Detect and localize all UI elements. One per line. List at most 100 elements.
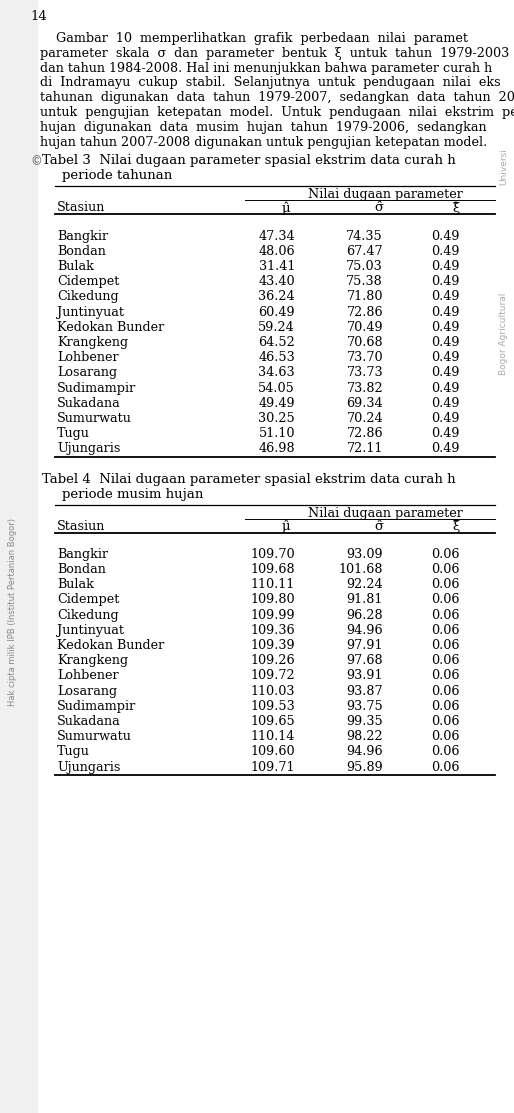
Text: 31.41: 31.41: [259, 260, 295, 273]
Text: 47.34: 47.34: [259, 229, 295, 243]
Text: Tabel 3  Nilai dugaan parameter spasial ekstrim data curah h: Tabel 3 Nilai dugaan parameter spasial e…: [42, 155, 456, 167]
Text: Cidempet: Cidempet: [57, 275, 119, 288]
Text: 0.49: 0.49: [431, 245, 460, 258]
Text: 0.06: 0.06: [431, 669, 460, 682]
Text: 0.06: 0.06: [431, 654, 460, 667]
Text: 109.60: 109.60: [250, 746, 295, 758]
Text: Bulak: Bulak: [57, 260, 94, 273]
Text: Sudimampir: Sudimampir: [57, 700, 136, 712]
Text: Krangkeng: Krangkeng: [57, 654, 128, 667]
Text: 109.72: 109.72: [250, 669, 295, 682]
Text: ξ̂: ξ̂: [453, 520, 460, 533]
Text: 97.91: 97.91: [346, 639, 383, 652]
Text: 110.11: 110.11: [251, 578, 295, 591]
Text: 0.49: 0.49: [431, 352, 460, 364]
Text: 72.86: 72.86: [346, 427, 383, 441]
Text: Sumurwatu: Sumurwatu: [57, 412, 132, 425]
Text: Juntinyuat: Juntinyuat: [57, 306, 124, 318]
Text: Gambar  10  memperlihatkan  grafik  perbedaan  nilai  paramet: Gambar 10 memperlihatkan grafik perbedaa…: [40, 32, 468, 45]
Text: periode tahunan: periode tahunan: [62, 169, 172, 183]
Text: 109.36: 109.36: [250, 623, 295, 637]
Text: Lohbener: Lohbener: [57, 352, 119, 364]
Text: Sudimampir: Sudimampir: [57, 382, 136, 395]
Text: parameter  skala  σ  dan  parameter  bentuk  ξ  untuk  tahun  1979-2003: parameter skala σ dan parameter bentuk ξ…: [40, 47, 509, 60]
Text: dan tahun 1984-2008. Hal ini menunjukkan bahwa parameter curah h: dan tahun 1984-2008. Hal ini menunjukkan…: [40, 61, 492, 75]
Text: 73.70: 73.70: [346, 352, 383, 364]
Text: 109.68: 109.68: [250, 563, 295, 577]
Text: 0.06: 0.06: [431, 746, 460, 758]
Text: μ̂: μ̂: [281, 520, 290, 533]
Text: 59.24: 59.24: [258, 321, 295, 334]
Text: Hak cipta milik IPB (Institut Pertanian Bogor): Hak cipta milik IPB (Institut Pertanian …: [9, 519, 17, 706]
Text: Nilai dugaan parameter: Nilai dugaan parameter: [307, 188, 463, 201]
Text: 0.49: 0.49: [431, 306, 460, 318]
Text: 93.09: 93.09: [346, 548, 383, 561]
Text: 0.49: 0.49: [431, 336, 460, 349]
Text: 0.06: 0.06: [431, 760, 460, 774]
Text: 0.49: 0.49: [431, 229, 460, 243]
Text: Stasiun: Stasiun: [57, 520, 105, 533]
Text: 70.24: 70.24: [346, 412, 383, 425]
Text: σ̂: σ̂: [374, 520, 383, 533]
Text: Universi: Universi: [500, 148, 508, 186]
Text: 69.34: 69.34: [346, 397, 383, 410]
Text: ©: ©: [30, 156, 42, 168]
Text: 74.35: 74.35: [346, 229, 383, 243]
Text: 109.65: 109.65: [250, 715, 295, 728]
Text: 110.03: 110.03: [250, 684, 295, 698]
Text: Tugu: Tugu: [57, 427, 90, 441]
Text: 48.06: 48.06: [259, 245, 295, 258]
Bar: [0, 0, 38, 1113]
Text: 101.68: 101.68: [339, 563, 383, 577]
Text: 0.49: 0.49: [431, 366, 460, 380]
Text: 0.06: 0.06: [431, 563, 460, 577]
Text: 0.06: 0.06: [431, 684, 460, 698]
Text: 0.06: 0.06: [431, 715, 460, 728]
Text: 46.98: 46.98: [259, 442, 295, 455]
Text: 0.06: 0.06: [431, 609, 460, 621]
Text: 110.14: 110.14: [251, 730, 295, 743]
Text: 70.68: 70.68: [346, 336, 383, 349]
Text: Ujungaris: Ujungaris: [57, 760, 120, 774]
Text: 46.53: 46.53: [258, 352, 295, 364]
Text: 75.03: 75.03: [346, 260, 383, 273]
Text: Juntinyuat: Juntinyuat: [57, 623, 124, 637]
Text: Stasiun: Stasiun: [57, 201, 105, 215]
Text: 34.63: 34.63: [259, 366, 295, 380]
Text: 0.49: 0.49: [431, 260, 460, 273]
Text: 0.06: 0.06: [431, 639, 460, 652]
Text: 0.06: 0.06: [431, 700, 460, 712]
Text: 0.49: 0.49: [431, 442, 460, 455]
Text: tahunan  digunakan  data  tahun  1979-2007,  sedangkan  data  tahun  200: tahunan digunakan data tahun 1979-2007, …: [40, 91, 514, 105]
Text: 30.25: 30.25: [258, 412, 295, 425]
Text: Sumurwatu: Sumurwatu: [57, 730, 132, 743]
Text: Bangkir: Bangkir: [57, 548, 108, 561]
Text: 109.53: 109.53: [250, 700, 295, 712]
Text: 0.49: 0.49: [431, 397, 460, 410]
Text: Sukadana: Sukadana: [57, 715, 121, 728]
Text: 0.49: 0.49: [431, 290, 460, 304]
Text: 0.49: 0.49: [431, 427, 460, 441]
Text: 64.52: 64.52: [258, 336, 295, 349]
Text: Bangkir: Bangkir: [57, 229, 108, 243]
Text: 109.71: 109.71: [250, 760, 295, 774]
Text: periode musim hujan: periode musim hujan: [62, 487, 204, 501]
Text: 91.81: 91.81: [346, 593, 383, 607]
Text: 109.39: 109.39: [250, 639, 295, 652]
Text: 109.26: 109.26: [250, 654, 295, 667]
Text: hujan  digunakan  data  musim  hujan  tahun  1979-2006,  sedangkan: hujan digunakan data musim hujan tahun 1…: [40, 121, 487, 134]
Text: 93.87: 93.87: [346, 684, 383, 698]
Text: 0.49: 0.49: [431, 382, 460, 395]
Text: 99.35: 99.35: [346, 715, 383, 728]
Text: 92.24: 92.24: [346, 578, 383, 591]
Text: 72.86: 72.86: [346, 306, 383, 318]
Text: Krangkeng: Krangkeng: [57, 336, 128, 349]
Text: Ujungaris: Ujungaris: [57, 442, 120, 455]
Text: 0.06: 0.06: [431, 593, 460, 607]
Text: Sukadana: Sukadana: [57, 397, 121, 410]
Text: 14: 14: [30, 10, 47, 23]
Text: 93.91: 93.91: [346, 669, 383, 682]
Text: 0.49: 0.49: [431, 321, 460, 334]
Text: 43.40: 43.40: [259, 275, 295, 288]
Text: Kedokan Bunder: Kedokan Bunder: [57, 639, 164, 652]
